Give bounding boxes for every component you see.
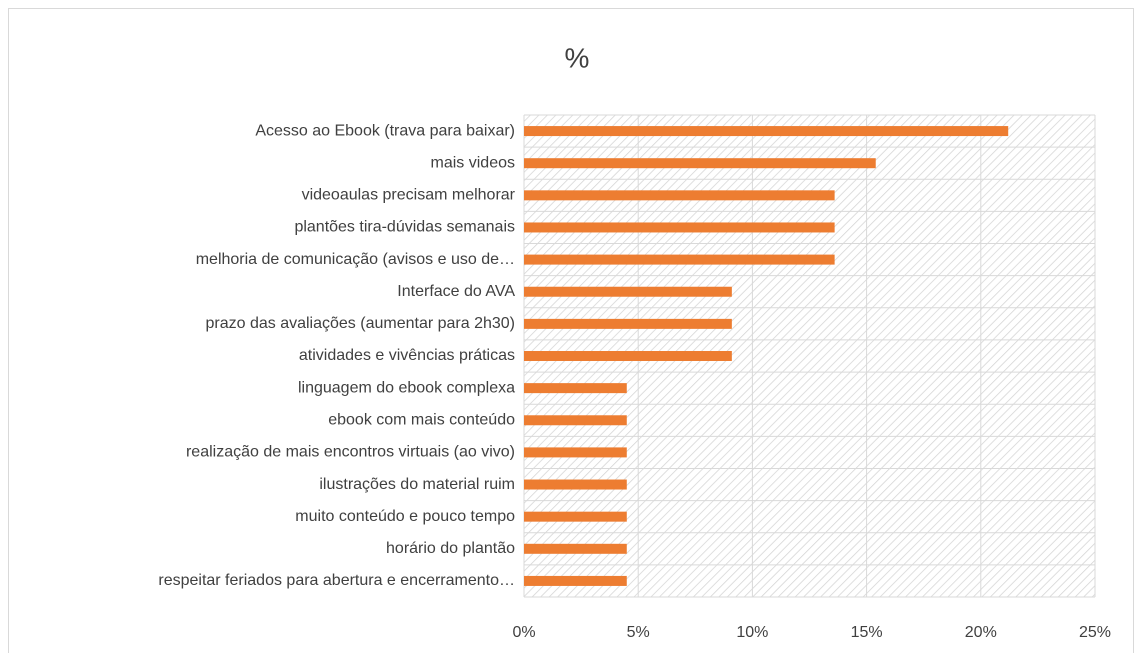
x-tick-label: 25% bbox=[1079, 624, 1111, 641]
bar bbox=[524, 543, 627, 554]
bar bbox=[524, 351, 732, 361]
bar bbox=[524, 383, 627, 394]
y-tick-label: Acesso ao Ebook (trava para baixar) bbox=[255, 122, 515, 139]
y-tick-label: mais videos bbox=[431, 154, 515, 171]
y-tick-label: horário do plantão bbox=[386, 540, 515, 557]
y-tick-label: respeitar feriados para abertura e encer… bbox=[158, 572, 515, 589]
bar bbox=[524, 575, 627, 586]
bar bbox=[524, 126, 1009, 137]
x-tick-label: 10% bbox=[736, 624, 768, 641]
x-tick-label: 15% bbox=[851, 624, 883, 641]
y-tick-label: prazo das avaliações (aumentar para 2h30… bbox=[205, 315, 515, 332]
y-tick-label: Interface do AVA bbox=[397, 283, 515, 300]
y-tick-label: melhoria de comunicação (avisos e uso de… bbox=[196, 251, 515, 268]
bar bbox=[524, 318, 732, 329]
y-tick-label: atividades e vivências práticas bbox=[299, 347, 515, 364]
bar bbox=[524, 511, 627, 522]
y-tick-label: videoaulas precisam melhorar bbox=[302, 187, 516, 204]
x-tick-label: 20% bbox=[965, 624, 997, 641]
bar bbox=[524, 286, 732, 297]
y-tick-label: linguagem do ebook complexa bbox=[298, 379, 515, 396]
y-tick-label: realização de mais encontros virtuais (a… bbox=[186, 444, 515, 461]
bar bbox=[524, 158, 876, 169]
x-tick-label: 0% bbox=[512, 624, 535, 641]
chart-title: % bbox=[565, 42, 590, 73]
bar bbox=[524, 415, 627, 426]
y-tick-label: ebook com mais conteúdo bbox=[328, 411, 515, 428]
y-tick-label: plantões tira-dúvidas semanais bbox=[294, 219, 515, 236]
bar bbox=[524, 190, 835, 201]
bar bbox=[524, 222, 835, 233]
y-tick-label: muito conteúdo e pouco tempo bbox=[295, 508, 515, 525]
bar bbox=[524, 254, 835, 265]
y-tick-label: ilustrações do material ruim bbox=[319, 476, 515, 493]
x-tick-label: 5% bbox=[627, 624, 650, 641]
bar bbox=[524, 447, 627, 458]
bar bbox=[524, 479, 627, 490]
